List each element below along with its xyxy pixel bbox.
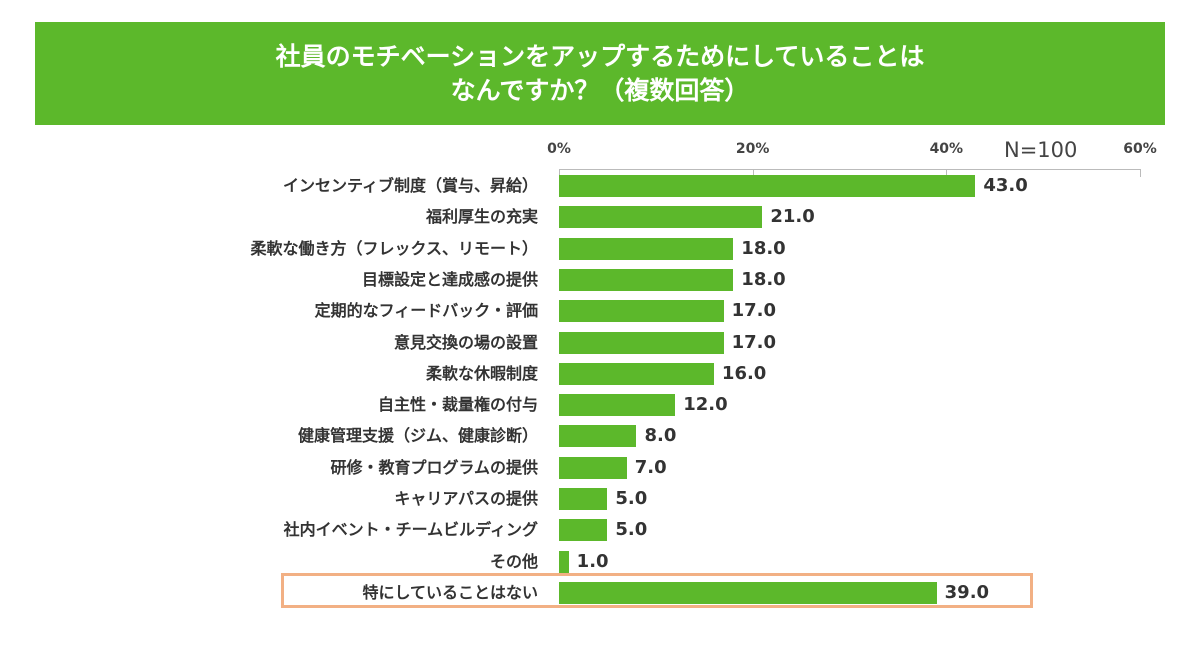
category-label: 健康管理支援（ジム、健康診断） [297,426,538,446]
data-label: 43.0 [983,175,1028,196]
x-tick-label: 0% [547,141,571,157]
data-label: 17.0 [731,331,777,353]
data-label: 21.0 [770,206,815,228]
category-label: 特にしていることはない [362,582,538,602]
bar [559,268,734,291]
category-label: 研修・教育プログラムの提供 [330,457,538,477]
data-label: 18.0 [741,237,786,259]
bar [559,331,724,354]
data-label: 7.0 [634,456,667,478]
x-tick-mark [752,169,754,177]
x-tick-label: 40% [929,141,964,157]
category-label: キャリアパスの提供 [394,489,538,508]
bar [559,206,763,229]
chart-title-line-1: 社員のモチベーションをアップするためにしていることは [275,41,925,71]
category-label: 目標設定と達成感の提供 [361,269,538,289]
bar [559,237,734,260]
category-label: 柔軟な休暇制度 [425,363,538,383]
category-label: 自主性・裁量権の付与 [377,395,538,415]
data-label: 5.0 [615,519,648,541]
data-label: 18.0 [741,268,786,290]
x-tick-mark [946,169,948,177]
category-label: インセンティブ制度（賞与、昇給） [282,176,538,195]
x-tick-mark [1140,169,1141,177]
data-label: 17.0 [731,300,777,322]
chart-title-line-2: なんですか？（複数回答） [450,75,750,105]
x-tick-mark [559,169,560,177]
data-label: 1.0 [576,550,609,572]
category-label: 社内イベント・チームビルディング [283,520,538,540]
bar [559,175,976,197]
x-tick-label: 20% [735,141,770,157]
data-label: 39.0 [944,581,990,603]
data-label: 12.0 [683,394,728,416]
bar [559,362,714,385]
category-label: 意見交換の場の設置 [393,332,538,352]
bar [559,488,608,510]
bar [559,581,937,604]
x-axis-line [559,169,1140,170]
bar [559,456,627,479]
bar [559,550,569,573]
bar [559,425,637,448]
sample-size-label: N=100 [1004,138,1078,162]
data-label: 5.0 [615,488,648,509]
bar [559,300,724,323]
category-label: 定期的なフィードバック・評価 [314,301,538,321]
x-tick-label: 60% [1123,141,1157,157]
highlight-box [281,573,1033,608]
chart-title-banner: 社員のモチベーションをアップするためにしていることは なんですか？（複数回答） [35,22,1165,125]
bar [559,519,608,542]
bar [559,394,676,417]
category-label: その他 [489,551,538,571]
data-label: 8.0 [644,425,677,447]
category-label: 柔軟な働き方（フレックス、リモート） [250,238,538,258]
category-label: 福利厚生の充実 [425,207,538,227]
data-label: 16.0 [721,362,767,384]
